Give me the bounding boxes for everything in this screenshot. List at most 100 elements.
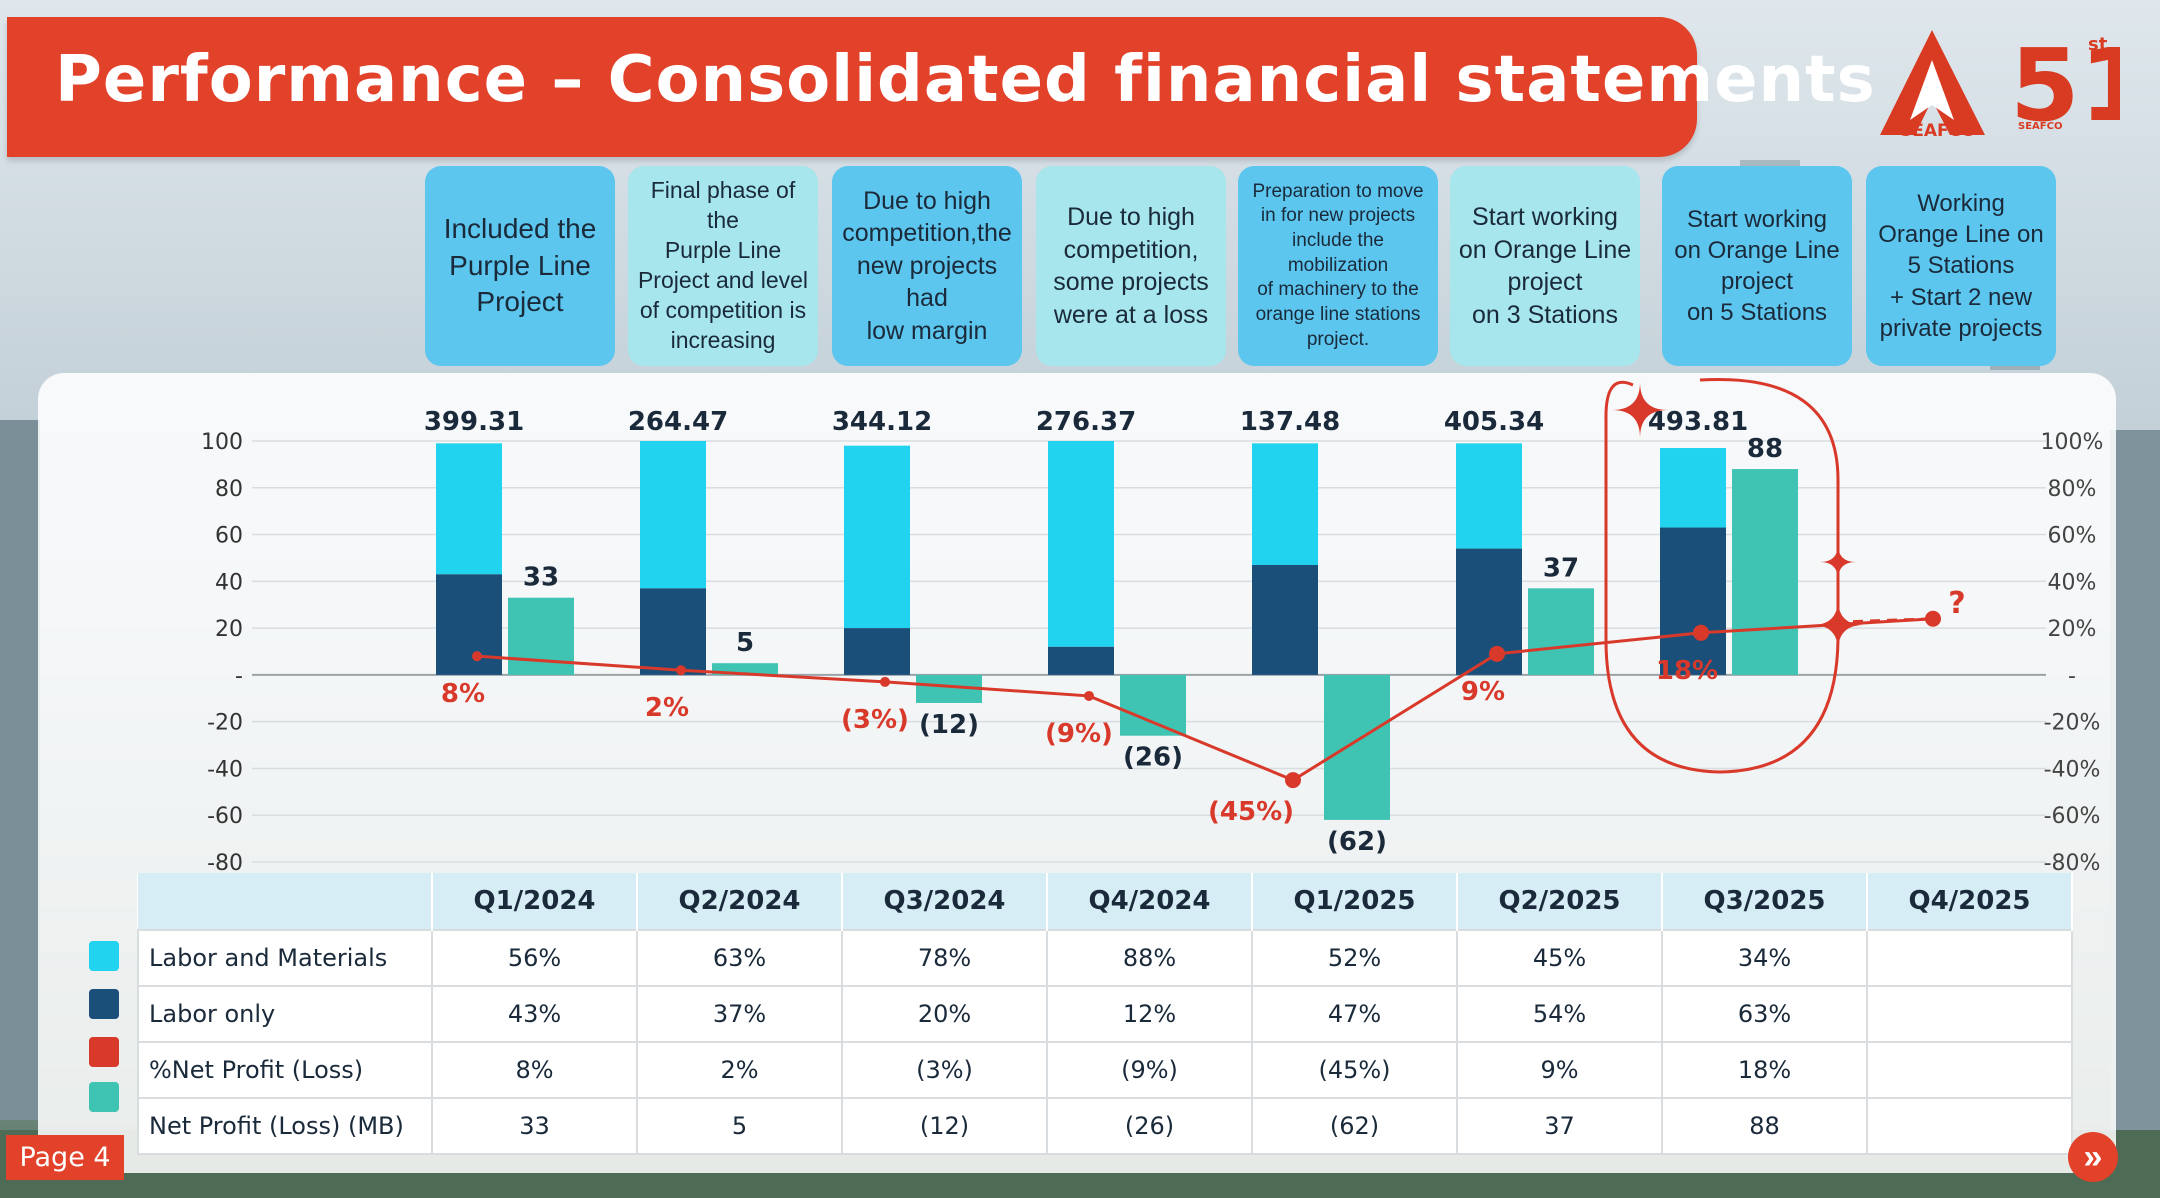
bar-net-profit-mb bbox=[1732, 469, 1798, 675]
table-cell bbox=[1866, 929, 2073, 987]
table-cell: 9% bbox=[1456, 1041, 1663, 1099]
next-page-button[interactable]: » bbox=[2068, 1132, 2118, 1182]
forecast-point bbox=[1925, 610, 1941, 627]
bar-labor-materials bbox=[436, 443, 502, 575]
annotation-text: Start working on Orange Line project on … bbox=[1674, 205, 1840, 327]
data-label-net-profit-pct: (9%) bbox=[1045, 719, 1113, 749]
table-cell: 33 bbox=[431, 1097, 638, 1155]
annotation-box: Due to high competition, some projects w… bbox=[1036, 166, 1226, 366]
annotation-text: Due to high competition,the new projects… bbox=[842, 186, 1012, 345]
revenue-label: 344.12 bbox=[832, 407, 932, 437]
anniversary-number: 51 bbox=[2010, 27, 2120, 144]
annotation-box: Start working on Orange Line project on … bbox=[1662, 166, 1852, 366]
table-cell: 47% bbox=[1251, 985, 1458, 1043]
data-label-net-profit-mb: 88 bbox=[1747, 434, 1783, 464]
point-net-profit-pct bbox=[880, 676, 890, 687]
table-cell: 18% bbox=[1661, 1041, 1868, 1099]
point-net-profit-pct bbox=[1489, 645, 1505, 662]
y2-tick-label: -60% bbox=[2044, 804, 2101, 829]
bar-net-profit-mb bbox=[1120, 674, 1186, 736]
revenue-label: 276.37 bbox=[1036, 407, 1136, 437]
logo-sub-brand-text: SEAFCO bbox=[2018, 121, 2063, 132]
table-cell: 56% bbox=[431, 929, 638, 987]
point-net-profit-pct bbox=[472, 651, 482, 662]
table-cell: (9%) bbox=[1046, 1041, 1253, 1099]
legend-swatch-net-profit-pct bbox=[89, 1037, 119, 1067]
bar-labor-only bbox=[1660, 527, 1726, 675]
y-tick-label: -20 bbox=[207, 711, 243, 736]
y-tick-label: 40 bbox=[215, 570, 243, 595]
data-label-net-profit-mb: (26) bbox=[1123, 743, 1183, 773]
table-cell: 2% bbox=[636, 1041, 843, 1099]
y2-tick-label: -40% bbox=[2044, 757, 2101, 782]
legend-swatch-net-profit-mb bbox=[89, 1082, 119, 1112]
y2-tick-label: -80% bbox=[2044, 851, 2101, 876]
bar-net-profit-mb bbox=[712, 663, 778, 675]
data-label-net-profit-mb: (62) bbox=[1327, 827, 1387, 857]
table-cell: 63% bbox=[1661, 985, 1868, 1043]
table-cell: 78% bbox=[841, 929, 1048, 987]
table-cell: 12% bbox=[1046, 985, 1253, 1043]
annotation-box: Final phase of the Purple Line Project a… bbox=[628, 166, 818, 366]
table-cell: 43% bbox=[431, 985, 638, 1043]
y-tick-label: - bbox=[235, 664, 243, 689]
table-cell: 63% bbox=[636, 929, 843, 987]
annotation-box: Due to high competition,the new projects… bbox=[832, 166, 1022, 366]
table-row-label: Net Profit (Loss) (MB) bbox=[137, 1097, 433, 1155]
annotation-text: Working Orange Line on 5 Stations + Star… bbox=[1878, 190, 2044, 342]
point-net-profit-pct bbox=[676, 665, 686, 676]
table-cell: 8% bbox=[431, 1041, 638, 1099]
bar-labor-only bbox=[1048, 646, 1114, 675]
table-header-quarter: Q4/2024 bbox=[1047, 873, 1253, 930]
data-label-net-profit-pct: 8% bbox=[441, 679, 485, 709]
table-header-blank bbox=[138, 873, 433, 930]
table-cell: 37 bbox=[1456, 1097, 1663, 1155]
logo-brand-text: SEAFCO bbox=[1900, 121, 1976, 141]
y2-tick-label: 20% bbox=[2048, 617, 2097, 642]
table-cell bbox=[1866, 1041, 2073, 1099]
bar-labor-only bbox=[640, 588, 706, 675]
bar-net-profit-mb bbox=[1528, 588, 1594, 675]
bar-labor-materials bbox=[1048, 441, 1114, 647]
table-cell: (12) bbox=[841, 1097, 1048, 1155]
seafco-logo: 51 st bbox=[1880, 27, 2120, 144]
table-row-label: %Net Profit (Loss) bbox=[137, 1041, 433, 1099]
table-cell: 88 bbox=[1661, 1097, 1868, 1155]
y-tick-label: 20 bbox=[215, 617, 243, 642]
annotation-text: Final phase of the Purple Line Project a… bbox=[637, 177, 809, 353]
bar-labor-only bbox=[436, 574, 502, 675]
table-cell: 45% bbox=[1456, 929, 1663, 987]
annotation-box: Included the Purple Line Project bbox=[425, 166, 615, 366]
title-banner: Performance – Consolidated financial sta… bbox=[7, 17, 1875, 157]
data-label-net-profit-mb: (12) bbox=[919, 710, 979, 740]
bar-labor-only bbox=[844, 628, 910, 675]
point-net-profit-pct bbox=[1084, 690, 1094, 701]
y-tick-label: -60 bbox=[207, 804, 243, 829]
revenue-label: 399.31 bbox=[424, 407, 524, 437]
revenue-label: 493.81 bbox=[1648, 407, 1748, 437]
bar-labor-only bbox=[1252, 564, 1318, 675]
point-net-profit-pct bbox=[1285, 772, 1301, 789]
bar-net-profit-mb bbox=[1324, 674, 1390, 820]
table-header-quarter: Q2/2025 bbox=[1457, 873, 1663, 930]
table-header-quarter: Q3/2025 bbox=[1662, 873, 1868, 930]
table-row: %Net Profit (Loss) 8% 2% (3%) (9%) (45%) 9% 18% bbox=[137, 1041, 2073, 1099]
revenue-label: 405.34 bbox=[1444, 407, 1544, 437]
table-cell bbox=[1866, 1097, 2073, 1155]
bar-labor-materials bbox=[844, 445, 910, 629]
page-title: Performance – Consolidated financial sta… bbox=[55, 43, 1876, 117]
double-chevron-right-icon: » bbox=[2083, 1137, 2103, 1176]
table-cell bbox=[1866, 985, 2073, 1043]
annotation-text: Start working on Orange Line project on … bbox=[1458, 203, 1632, 329]
table-cell: 52% bbox=[1251, 929, 1458, 987]
bar-labor-only bbox=[1456, 548, 1522, 675]
data-label-net-profit-mb: 37 bbox=[1543, 553, 1579, 583]
page-number-badge: Page 4 bbox=[6, 1135, 124, 1180]
table-cell: (45%) bbox=[1251, 1041, 1458, 1099]
table-cell: (3%) bbox=[841, 1041, 1048, 1099]
y2-tick-label: -20% bbox=[2044, 711, 2101, 736]
y2-tick-label: 60% bbox=[2048, 524, 2097, 549]
table-cell: 5 bbox=[636, 1097, 843, 1155]
highlight-outline bbox=[1604, 377, 1840, 774]
data-label-net-profit-pct: 2% bbox=[645, 693, 689, 723]
